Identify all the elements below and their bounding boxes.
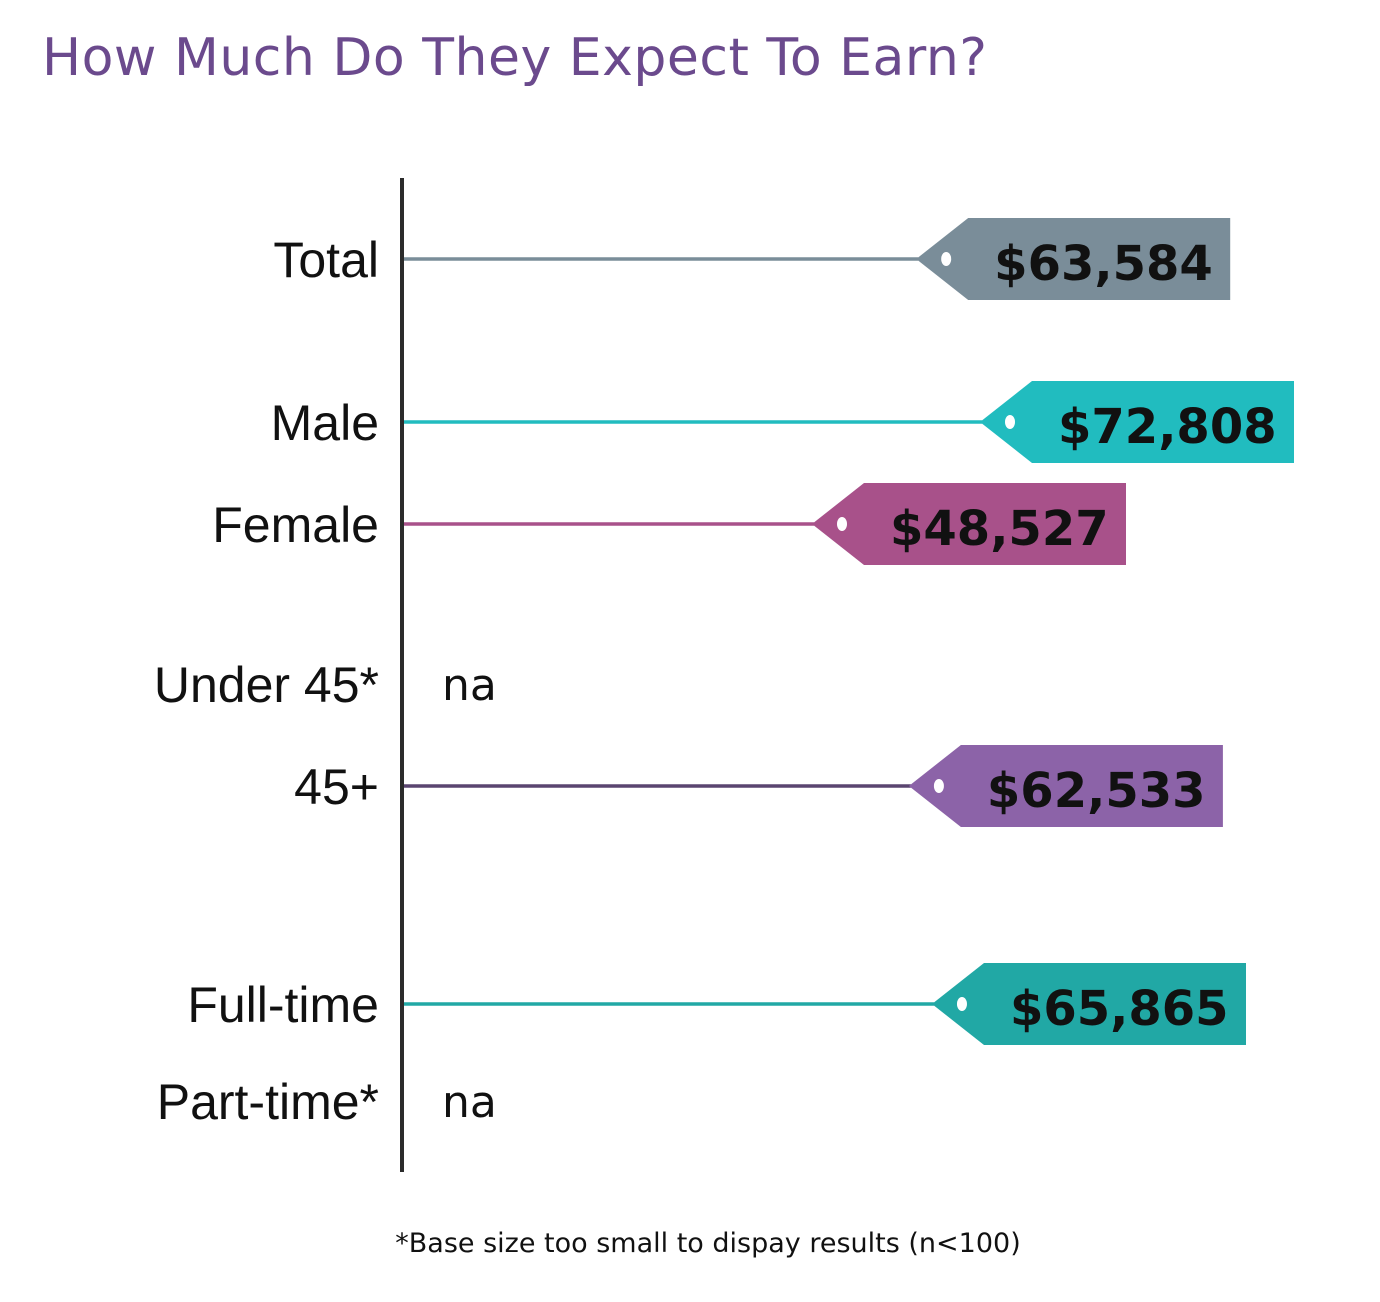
tag-hole-45 bbox=[933, 779, 944, 793]
na-label-under-45: na bbox=[442, 660, 497, 711]
tag-hole-male bbox=[1005, 415, 1015, 429]
category-label-45: 45+ bbox=[294, 759, 379, 815]
category-label-male: Male bbox=[271, 395, 379, 451]
value-label-male: $72,808 bbox=[1058, 399, 1277, 455]
price-tag-female bbox=[812, 483, 1126, 565]
chart-title: How Much Do They Expect To Earn? bbox=[42, 28, 988, 88]
category-label-under-45: Under 45* bbox=[154, 657, 379, 713]
footnote: *Base size too small to dispay results (… bbox=[395, 1228, 1021, 1259]
tag-hole-total bbox=[941, 252, 952, 266]
price-tag-total bbox=[916, 218, 1231, 300]
value-label-female: $48,527 bbox=[890, 501, 1109, 557]
price-tag-full-time bbox=[932, 963, 1246, 1045]
chart-rows: Total $63,584 Male $72,808 Female $48,527 Unde… bbox=[154, 218, 1294, 1130]
tag-hole-female bbox=[837, 517, 847, 531]
na-label-part-time: na bbox=[442, 1077, 497, 1128]
tag-hole-full-time bbox=[956, 997, 967, 1011]
category-label-part-time: Part-time* bbox=[157, 1074, 379, 1130]
category-label-total: Total bbox=[273, 232, 379, 288]
price-tag-male bbox=[980, 381, 1294, 463]
category-label-full-time: Full-time bbox=[187, 977, 379, 1033]
value-label-45: $62,533 bbox=[987, 763, 1206, 819]
category-label-female: Female bbox=[212, 497, 379, 553]
price-tag-45 bbox=[908, 745, 1223, 827]
value-label-total: $63,584 bbox=[994, 236, 1213, 292]
value-label-full-time: $65,865 bbox=[1010, 981, 1229, 1037]
